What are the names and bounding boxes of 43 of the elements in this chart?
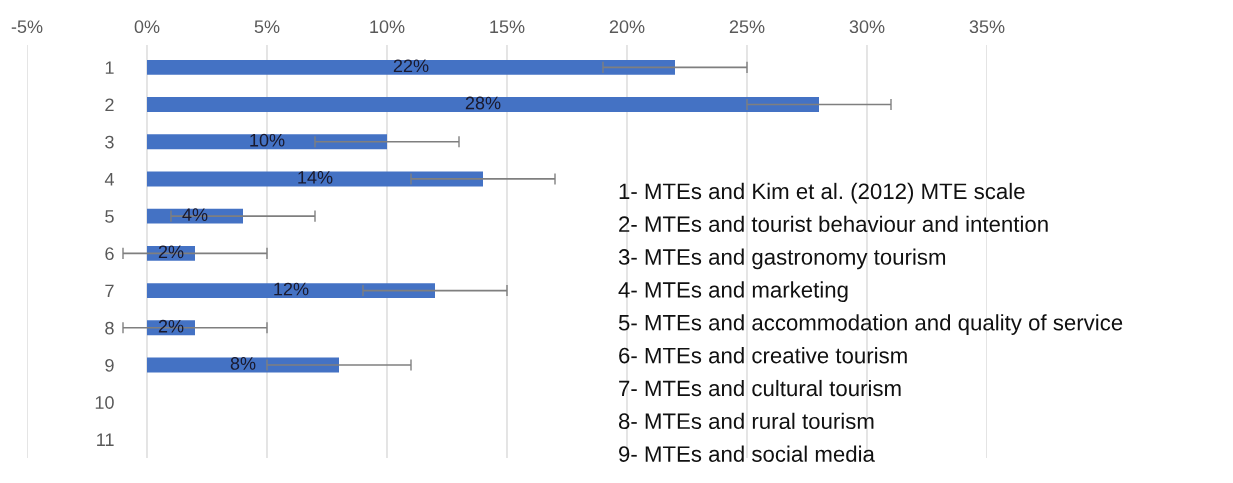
x-tick-label: 15%: [490, 20, 525, 34]
bar: [147, 134, 387, 150]
bar: [147, 97, 819, 112]
annotation: 5- MTEs and accommodation and quality of service: [618, 314, 1123, 335]
annotation: 1- MTEs and Kim et al. (2012) MTE scale: [619, 182, 1025, 204]
y-tick-label: 4: [104, 173, 114, 186]
x-tick-label: 20%: [609, 20, 645, 34]
y-tick-label: 1: [105, 61, 114, 74]
x-tick-label: 0%: [134, 20, 160, 34]
x-tick-label: 25%: [729, 20, 765, 34]
data-label: 8%: [230, 357, 256, 370]
annotation: 6- MTEs and creative tourism: [619, 347, 907, 364]
annotation: 7- MTEs and cultural tourism: [619, 379, 901, 397]
x-tick-label: -5%: [11, 20, 43, 34]
x-tick-label: 35%: [969, 20, 1005, 34]
y-tick-label: 7: [105, 284, 114, 298]
y-tick-label: 2: [105, 98, 114, 112]
bar: [147, 283, 435, 299]
y-tick-label: 9: [105, 358, 114, 372]
y-tick-label: 5: [105, 210, 114, 223]
data-label: 2%: [158, 319, 184, 333]
annotation: 8- MTEs and rural tourism: [618, 412, 874, 430]
x-tick-label: 30%: [849, 20, 885, 34]
data-label: 10%: [250, 133, 285, 147]
data-label: 4%: [182, 208, 208, 221]
annotation: 3- MTEs and gastronomy tourism: [618, 248, 946, 270]
data-label: 28%: [465, 96, 501, 110]
data-label: 2%: [158, 245, 184, 259]
y-tick-label: 11: [97, 433, 114, 446]
y-tick-label: 6: [105, 247, 114, 261]
annotation: 9- MTEs and social media: [619, 445, 875, 462]
bar: [147, 59, 675, 75]
x-tick-label: 10%: [370, 20, 405, 34]
y-tick-label: 10: [95, 396, 114, 409]
bar: [147, 171, 483, 187]
data-label: 14%: [298, 171, 333, 184]
annotation: 4- MTEs and marketing: [618, 281, 848, 303]
y-tick-label: 3: [105, 135, 114, 149]
data-label: 22%: [393, 59, 429, 73]
data-label: 12%: [274, 282, 309, 296]
y-tick-label: 8: [105, 321, 114, 335]
x-tick-label: 5%: [254, 20, 280, 34]
annotation: 2- MTEs and tourist behaviour and intention: [619, 215, 1048, 233]
